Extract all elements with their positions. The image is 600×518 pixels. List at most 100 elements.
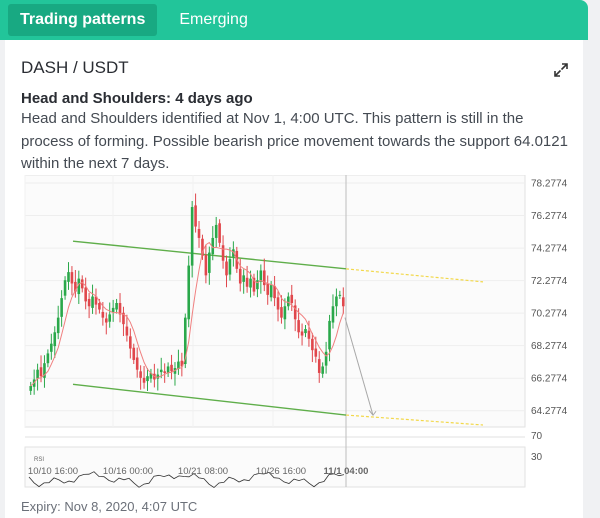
x-tick-label: 11/1 04:00 — [324, 466, 369, 477]
candle-body — [221, 245, 225, 261]
forecast-arrow-line — [344, 317, 374, 416]
candle-body — [170, 364, 173, 372]
candle-body — [104, 318, 108, 323]
candle-body — [84, 287, 87, 302]
candle-body — [249, 278, 252, 288]
candle-body — [256, 280, 259, 290]
candle-body — [77, 278, 81, 295]
candle-body — [338, 294, 342, 296]
candle-body — [194, 205, 197, 227]
rsi-tick-label: 70 — [531, 431, 543, 442]
candle-body — [307, 330, 311, 339]
candle-body — [98, 303, 101, 310]
candle-body — [197, 228, 201, 238]
candle-body — [70, 272, 74, 284]
candle-body — [29, 385, 33, 391]
candle-body — [331, 306, 335, 323]
candle-body — [228, 259, 232, 275]
y-tick-label: 64.2774 — [531, 406, 568, 417]
candle-body — [269, 285, 273, 298]
candle-body — [180, 360, 184, 367]
y-tick-label: 66.2774 — [531, 374, 568, 385]
candle-body — [208, 252, 211, 273]
candle-body — [314, 348, 318, 357]
candle-body — [273, 285, 276, 299]
candle-body — [201, 238, 204, 256]
y-tick-label: 70.2774 — [531, 309, 568, 320]
tab-trading-patterns[interactable]: Trading patterns — [8, 4, 158, 36]
candle-body — [293, 305, 297, 320]
candle-body — [187, 265, 191, 320]
candle-body — [63, 280, 67, 296]
candle-body — [111, 307, 115, 312]
candle-body — [335, 296, 338, 307]
candle-body — [242, 275, 245, 282]
candle-body — [129, 336, 132, 349]
candle-body — [146, 376, 149, 382]
x-tick-label: 10/21 08:00 — [178, 466, 228, 477]
candle-body — [135, 357, 139, 370]
tab-bar: Trading patterns Emerging — [0, 0, 588, 40]
candle-body — [218, 223, 221, 243]
candle-body — [252, 277, 256, 292]
candle-body — [108, 314, 112, 322]
tab-emerging[interactable]: Emerging — [179, 11, 248, 28]
candle-body — [321, 366, 324, 374]
candle-body — [53, 332, 57, 347]
support-line — [72, 383, 347, 416]
candle-body — [304, 329, 307, 334]
candle-body — [94, 296, 98, 305]
candle-body — [156, 374, 160, 379]
candle-body — [149, 372, 153, 379]
pair-title: DASH / USDT — [21, 58, 129, 77]
candle-body — [91, 296, 94, 308]
candle-body — [259, 270, 263, 282]
candle-body — [56, 317, 60, 334]
candle-body — [300, 331, 304, 336]
x-tick-label: 10/10 16:00 — [28, 466, 78, 477]
candle-body — [132, 347, 136, 360]
candle-body — [39, 367, 43, 377]
y-tick-label: 68.2774 — [531, 341, 568, 352]
candle-body — [287, 296, 290, 307]
rsi-label: RSI — [34, 457, 44, 463]
candle-body — [87, 298, 91, 307]
y-tick-label: 78.2774 — [531, 179, 568, 190]
candle-body — [280, 307, 283, 318]
candle-body — [142, 377, 146, 383]
x-tick-label: 10/16 00:00 — [103, 466, 153, 477]
candle-body — [238, 268, 242, 284]
candle-body — [46, 353, 50, 364]
candle-body — [163, 371, 166, 373]
resistance-projection — [345, 268, 484, 283]
candle-body — [204, 255, 208, 276]
candle-body — [43, 363, 46, 378]
candle-body — [311, 338, 314, 351]
candle-body — [266, 283, 270, 295]
support-projection — [345, 414, 484, 426]
candle-body — [290, 294, 294, 304]
candle-body — [262, 270, 266, 286]
candle-body — [214, 224, 218, 238]
candle-body — [74, 281, 77, 292]
candle-body — [36, 369, 39, 379]
pattern-title: Head and Shoulders: 4 days ago — [21, 90, 253, 107]
candle-body — [60, 298, 63, 317]
pattern-card: DASH / USDT Head and Shoulders: 4 days a… — [5, 40, 583, 518]
candle-body — [324, 351, 328, 366]
y-tick-label: 76.2774 — [531, 211, 568, 222]
candle-body — [67, 272, 70, 282]
rsi-line — [28, 471, 345, 489]
candle-body — [225, 261, 228, 276]
expand-icon[interactable] — [553, 62, 569, 78]
y-tick-label: 72.2774 — [531, 276, 568, 287]
candle-body — [211, 237, 215, 255]
candle-body — [341, 297, 345, 307]
candle-body — [118, 303, 122, 315]
pattern-chart: 78.2774 76.2774 74.2774 72.2774 70.2774 68.27… — [24, 175, 568, 489]
candle-body — [139, 371, 142, 378]
candle-body — [317, 359, 321, 373]
candle-body — [297, 320, 300, 333]
candle-body — [328, 320, 331, 350]
candle-body — [101, 311, 105, 318]
